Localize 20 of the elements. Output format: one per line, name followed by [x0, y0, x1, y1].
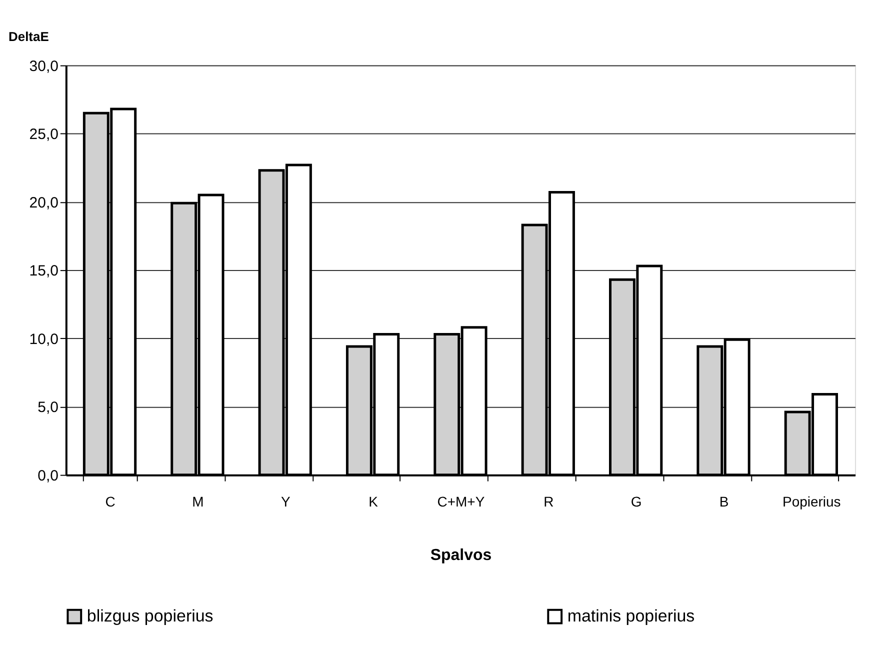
legend-label: blizgus popierius [86, 606, 214, 626]
x-tick-label: Y [280, 493, 291, 510]
x-tick-label: M [192, 493, 204, 510]
x-tick-label: C [105, 493, 116, 510]
x-tick-label: Popierius [782, 493, 841, 510]
legend-label: matinis popierius [567, 606, 695, 626]
y-tick-label: 15,0 [29, 262, 58, 280]
x-axis-title: Spalvos [430, 547, 492, 564]
x-tick-label: K [368, 493, 379, 510]
y-tick-label: 25,0 [29, 126, 58, 144]
y-tick-label: 0,0 [38, 467, 58, 484]
x-tick-label: R [544, 493, 554, 510]
y-tick-label: 5,0 [38, 399, 58, 416]
y-tick-label: 10,0 [29, 330, 58, 348]
y-tick-label: 20,0 [29, 194, 58, 212]
x-tick-label: B [719, 493, 729, 510]
y-axis-title: DeltaE [8, 28, 50, 44]
x-tick-label: G [630, 493, 642, 510]
x-tick-label: C+M+Y [437, 493, 486, 510]
y-tick-label: 30,0 [29, 58, 58, 75]
